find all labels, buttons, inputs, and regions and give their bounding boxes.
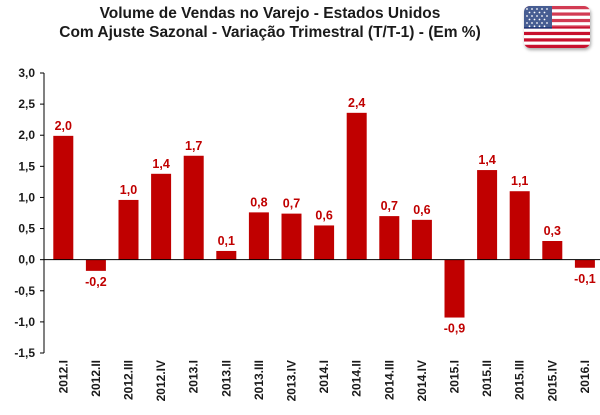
y-tick-label: -1,5 [14,346,35,360]
chart-title-line2: Com Ajuste Sazonal - Variação Trimestral… [59,24,481,41]
x-tick-label: 2013.I [187,360,201,393]
bar [248,212,269,260]
bar-value-label: 2,0 [55,119,72,133]
y-tick-label: -1,0 [14,315,35,329]
bar-value-label: -0,2 [85,275,107,289]
bar [85,259,106,271]
chart-title-line1: Volume de Vendas no Varejo - Estados Uni… [99,5,441,22]
x-tick-label: 2014.I [317,360,331,393]
x-tick-label: 2013.II [219,360,233,397]
bar-value-label: 1,4 [152,157,169,171]
bar [314,225,335,260]
x-tick-label: 2015.III [513,360,527,400]
x-tick-label: 2015.II [480,360,494,397]
bar [151,173,172,260]
x-tick-label: 2012.IV [154,360,168,401]
bar [509,191,530,260]
y-tick-label: 0,5 [18,222,35,236]
bar-value-label: 0,1 [218,234,235,248]
y-tick-label: 2,0 [18,128,35,142]
bar-value-label: 0,3 [544,224,561,238]
x-tick-label: 2013.IV [285,360,299,401]
y-tick-label: 1,0 [18,190,35,204]
bar-value-label: 1,1 [511,174,528,188]
bar [346,112,367,260]
bar [118,199,139,260]
bar-value-label: 0,6 [315,208,332,222]
bar [542,241,563,260]
bar [183,155,204,260]
bar-value-label: 1,7 [185,139,202,153]
x-tick-label: 2012.III [122,360,136,400]
bar-value-label: 0,7 [283,197,300,211]
bar [53,135,74,260]
bar [281,213,302,260]
bar-value-label: 0,7 [381,199,398,213]
x-tick-label: 2015.I [448,360,462,393]
bar-value-label: -0,9 [444,322,466,336]
us-flag-icon [524,6,590,48]
x-tick-label: 2013.III [252,360,266,400]
bar-value-label: -0,1 [574,272,596,286]
bar [444,259,465,318]
x-tick-label: 2014.II [350,360,364,397]
bar-value-label: 0,8 [250,195,267,209]
bar [379,216,400,260]
bar [216,250,237,260]
x-tick-label: 2012.I [56,360,70,393]
y-tick-label: 2,5 [18,97,35,111]
y-tick-label: -0,5 [14,284,35,298]
chart-title: Volume de Vendas no Varejo - Estados Uni… [40,4,500,42]
x-tick-label: 2012.II [89,360,103,397]
y-tick-label: 3,0 [18,66,35,80]
x-tick-label: 2016.I [578,360,592,393]
y-tick-label: 1,5 [18,159,35,173]
y-tick-label: 0,0 [18,253,35,267]
x-tick-label: 2014.III [382,360,396,400]
bar-value-label: 1,4 [478,153,495,167]
bar [477,170,498,260]
bar [574,259,595,268]
x-tick-label: 2014.IV [415,360,429,401]
bar-value-label: 0,6 [413,203,430,217]
bar [411,219,432,260]
x-tick-label: 2015.IV [545,360,559,401]
bar-value-label: 2,4 [348,96,365,110]
bar-value-label: 1,0 [120,183,137,197]
